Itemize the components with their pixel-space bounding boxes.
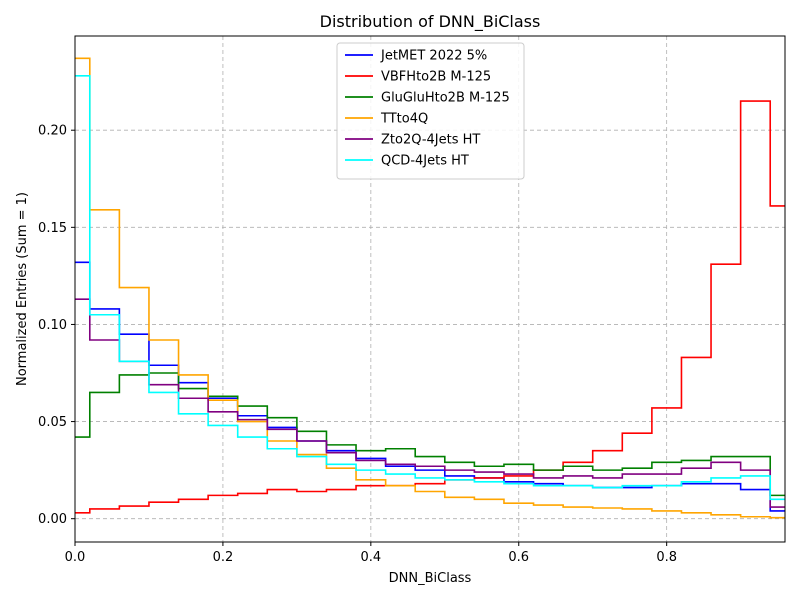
x-axis-label: DNN_BiClass — [389, 571, 472, 586]
y-tick-label: 0.20 — [38, 124, 67, 139]
legend-box — [336, 42, 525, 180]
series-line-1 — [75, 100, 785, 514]
x-tick-label: 0.4 — [360, 550, 381, 565]
x-tick-label: 0.8 — [656, 550, 677, 565]
y-tick-label: 0.10 — [38, 318, 67, 333]
series-line-3 — [75, 57, 785, 519]
legend-label: QCD-4Jets HT — [381, 154, 469, 169]
legend-label: TTto4Q — [380, 112, 428, 127]
y-axis-label: Normalized Entries (Sum = 1) — [15, 192, 30, 386]
y-tick-label: 0.05 — [38, 415, 67, 430]
y-axis-ticks: 0.00 0.05 0.10 0.15 0.20 — [38, 124, 75, 527]
legend-label: Zto2Q-4Jets HT — [381, 133, 480, 148]
series-layer — [75, 57, 785, 519]
legend-label: VBFHto2B M-125 — [381, 70, 491, 85]
legend: JetMET 2022 5% VBFHto2B M-125 GluGluHto2B … — [336, 42, 525, 180]
x-axis-ticks: 0.0 0.2 0.4 0.6 0.8 — [65, 542, 677, 565]
y-tick-label: 0.00 — [38, 512, 67, 527]
legend-label: GluGluHto2B M-125 — [381, 91, 510, 106]
x-tick-label: 0.0 — [65, 550, 86, 565]
y-tick-label: 0.15 — [38, 221, 67, 236]
x-tick-label: 0.6 — [508, 550, 529, 565]
chart-title: Distribution of DNN_BiClass — [320, 12, 541, 32]
series-line-5 — [75, 75, 785, 501]
legend-label: JetMET 2022 5% — [380, 49, 487, 64]
x-tick-label: 0.2 — [213, 550, 234, 565]
plot-frame — [74, 35, 786, 543]
